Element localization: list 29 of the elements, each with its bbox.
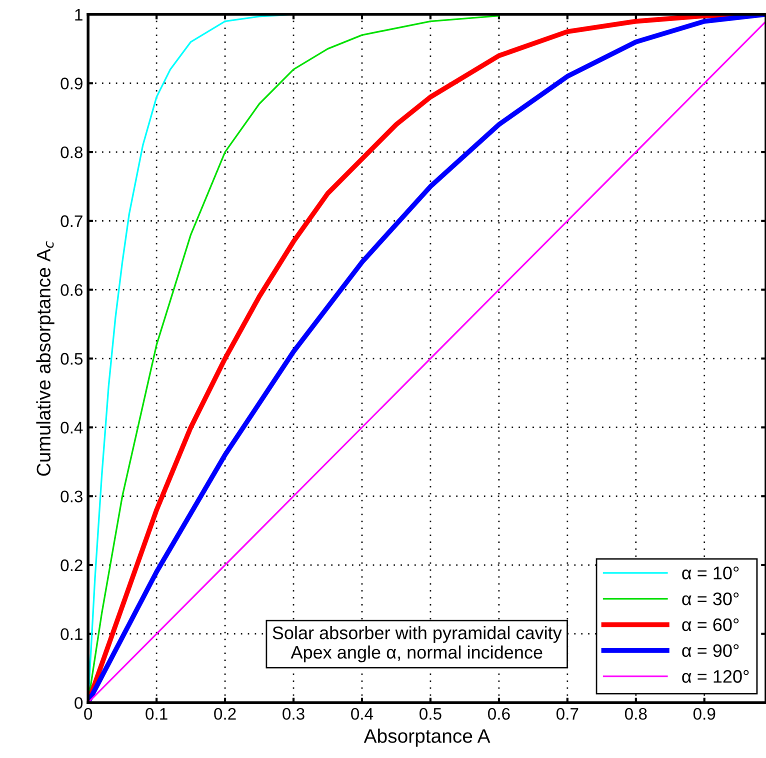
x-axis-title: Absorptance A xyxy=(364,728,490,747)
y-tick-label: 1 xyxy=(75,8,82,20)
x-tick-label: 0.8 xyxy=(624,708,647,720)
y-tick-label: 0.9 xyxy=(60,78,82,90)
annotation: Solar absorber with pyramidal cavity Apex angle α, normal incidence xyxy=(272,626,562,662)
y-tick-label: 0.7 xyxy=(60,215,82,228)
legend-label: α = 120° xyxy=(682,670,749,683)
legend-label: α = 60° xyxy=(682,618,739,632)
y-tick-label: 0.6 xyxy=(60,284,82,296)
x-tick-label: 0.9 xyxy=(693,708,716,720)
legend-label: α = 90° xyxy=(682,644,739,657)
y-tick-label: 0.4 xyxy=(60,422,83,434)
y-tick-label: 0.2 xyxy=(60,559,82,572)
x-tick-label: 0.1 xyxy=(146,708,168,720)
x-tick-label: 0.5 xyxy=(420,708,442,720)
legend-label: α = 10° xyxy=(682,566,739,580)
x-tick-label: 0.4 xyxy=(351,708,374,720)
x-tick-label: 0 xyxy=(84,708,92,720)
x-tick-label: 0.7 xyxy=(556,708,578,720)
y-axis-title: Cumulative absorptance A$_{c}$ xyxy=(36,241,54,476)
x-tick-label: 0.2 xyxy=(214,708,236,720)
y-tick-label: 0.5 xyxy=(60,352,83,365)
y-tick-label: 0 xyxy=(74,697,83,709)
legend-label: α = 30° xyxy=(682,592,739,606)
x-tick-label: 0.3 xyxy=(282,708,304,720)
y-tick-label: 0.3 xyxy=(60,490,82,502)
y-tick-label: 0.1 xyxy=(60,628,82,640)
y-tick-label: 0.8 xyxy=(60,146,83,158)
x-tick-label: 0.6 xyxy=(488,708,510,720)
